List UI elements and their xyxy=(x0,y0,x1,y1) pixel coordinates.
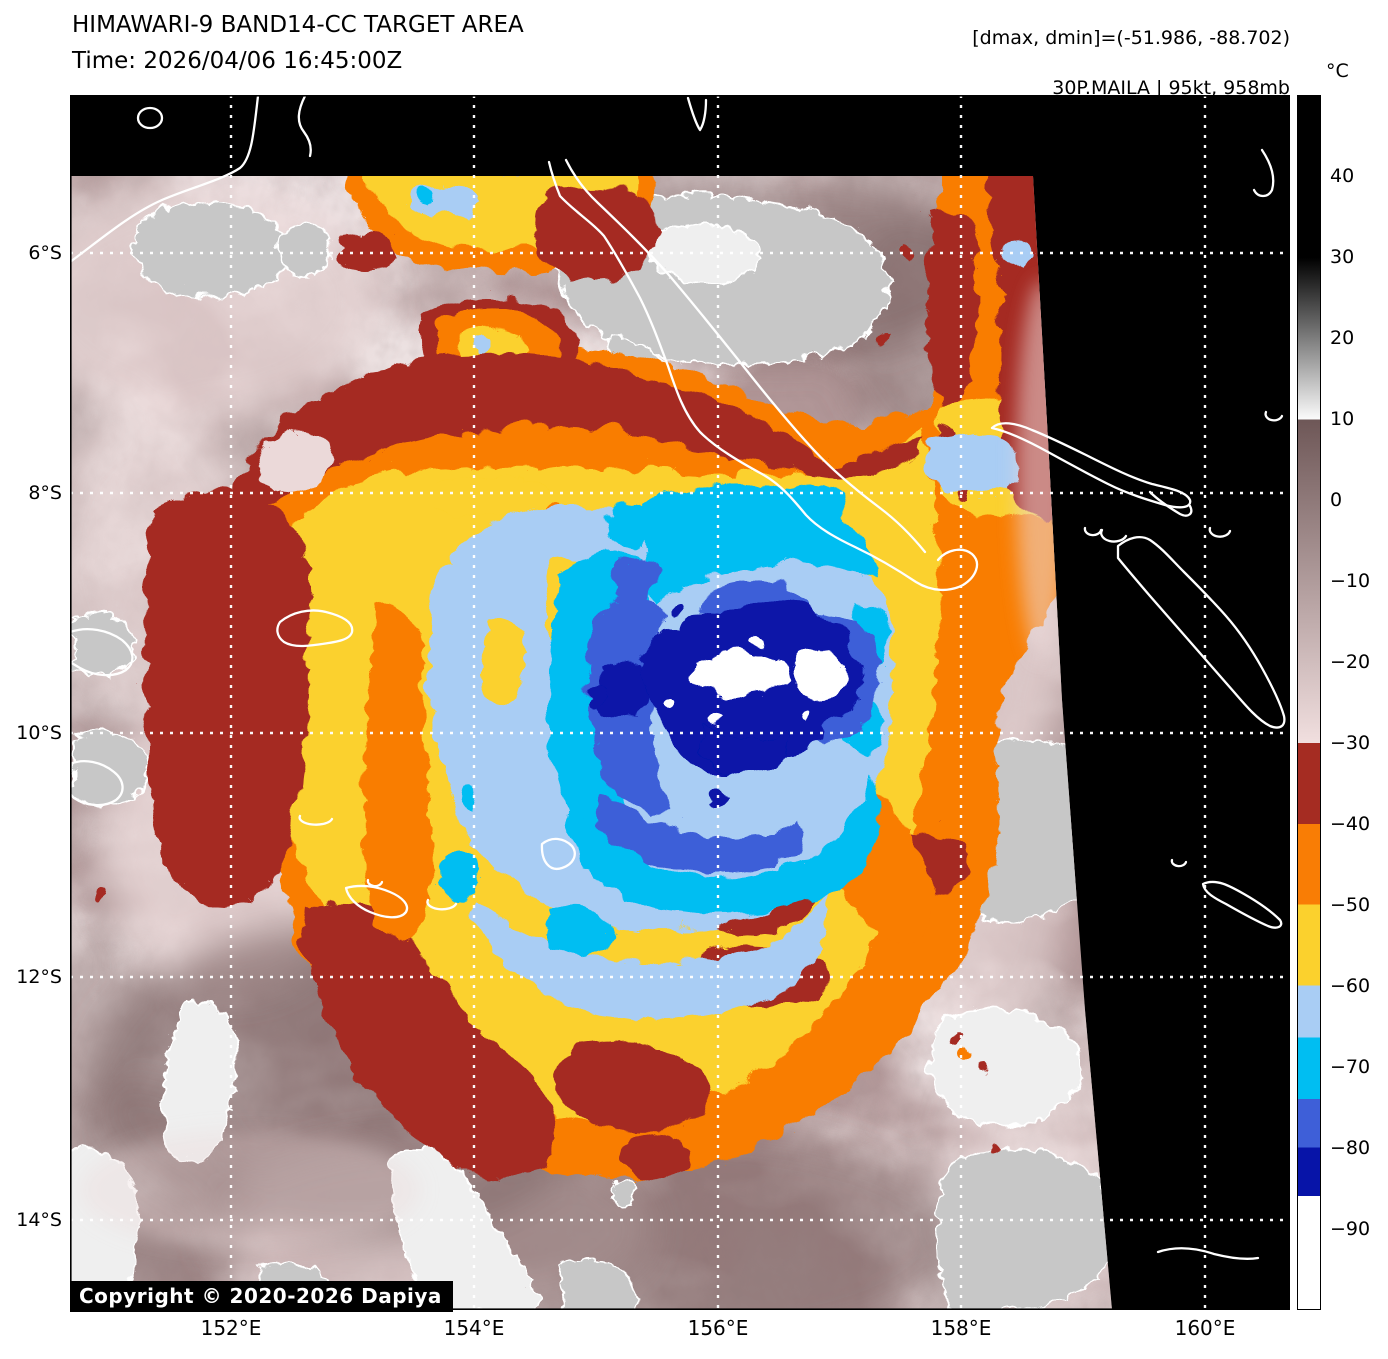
lat-tick-label: 10°S xyxy=(16,722,62,744)
dmax-dmin-readout: [dmax, dmin]=(-51.986, -88.702) xyxy=(972,27,1290,49)
coastline-islets-west xyxy=(1083,526,1103,537)
lon-tick-label: 156°E xyxy=(687,1316,749,1340)
colorbar-unit-label: °C xyxy=(1326,60,1349,82)
colorbar-tick-label: −40 xyxy=(1330,813,1371,835)
cyclone-cloud-bands xyxy=(89,176,1075,1293)
storm-info-block: [dmax, dmin]=(-51.986, -88.702) 30P.MAIL… xyxy=(972,26,1290,101)
coastlines xyxy=(70,95,1286,1260)
satellite-map xyxy=(70,95,1291,1311)
lat-tick-label: 12°S xyxy=(16,966,62,988)
coastline-new-guinea xyxy=(70,95,260,264)
lon-tick-label: 154°E xyxy=(443,1316,505,1340)
lon-tick-label: 152°E xyxy=(200,1316,262,1340)
coastline-small-loop xyxy=(540,837,576,871)
lat-tick-label: 14°S xyxy=(16,1209,62,1231)
gridlines xyxy=(70,95,1290,1310)
lat-tick-label: 6°S xyxy=(28,242,62,264)
coastline-trobriand xyxy=(344,884,409,919)
coastline-small-island-east xyxy=(1264,410,1284,422)
coastline-new-ireland-tip xyxy=(1148,490,1193,517)
coastline-southeast-fragment xyxy=(1156,1247,1260,1260)
colorbar-tick-label: 0 xyxy=(1330,489,1343,511)
lon-tick-label: 158°E xyxy=(930,1316,992,1340)
colorbar-tick-label: 20 xyxy=(1330,327,1355,349)
colorbar-tick-label: −10 xyxy=(1330,570,1371,592)
coastline-kiriwina xyxy=(426,898,458,911)
storm-id-intensity: 30P.MAILA | 95kt, 958mb xyxy=(1052,77,1290,99)
colorbar-tick-label: −70 xyxy=(1330,1056,1371,1078)
colorbar-tick-label: 10 xyxy=(1330,408,1355,430)
colorbar-tick-label: −20 xyxy=(1330,651,1371,673)
lon-tick-label: 160°E xyxy=(1174,1316,1236,1340)
coastline-dentrecasteaux-2 xyxy=(70,760,124,807)
data-swath xyxy=(70,176,1112,1310)
coastline-bougainville xyxy=(1116,536,1286,729)
map-frame xyxy=(70,95,1291,1311)
coastline-ng-fragment xyxy=(297,95,312,158)
coastline-new-britain-northeast xyxy=(564,158,927,554)
coastline-buka xyxy=(1100,528,1128,543)
coastline-egum-atoll xyxy=(298,814,334,826)
copyright-badge: Copyright © 2020-2026 Dapiya xyxy=(70,1281,453,1312)
colorbar-tick-label: −90 xyxy=(1330,1218,1371,1240)
coastline-v-notch xyxy=(686,96,708,132)
coastline-new-hanover xyxy=(1252,148,1275,198)
coastline-dentrecasteaux-1 xyxy=(70,628,134,677)
colorbar-tick-label: −80 xyxy=(1330,1137,1371,1159)
timestamp: Time: 2026/04/06 16:45:00Z xyxy=(72,48,403,74)
colorbar-tick-label: −30 xyxy=(1330,732,1371,754)
colorbar-tick-label: 30 xyxy=(1330,246,1355,268)
coastline-island-loop xyxy=(136,106,164,130)
colorbar-tick-label: −60 xyxy=(1330,975,1371,997)
coastline-choiseul xyxy=(1201,880,1283,929)
coastline-choiseul-islet xyxy=(1170,858,1188,868)
coastline-islets-east xyxy=(1208,526,1232,538)
lat-tick-label: 8°S xyxy=(28,482,62,504)
colorbar-tick-label: −50 xyxy=(1330,894,1371,916)
coastline-new-ireland xyxy=(990,422,1192,509)
coastline-new-britain-southwest xyxy=(547,160,979,592)
colorbar xyxy=(1297,95,1321,1310)
colorbar-tick-label: 40 xyxy=(1330,165,1355,187)
coastline-woodlark xyxy=(276,609,354,648)
page-title: HIMAWARI-9 BAND14-CC TARGET AREA xyxy=(72,12,524,38)
satellite-map-svg xyxy=(70,95,1291,1311)
coastline-trobriand-islet xyxy=(366,878,384,888)
